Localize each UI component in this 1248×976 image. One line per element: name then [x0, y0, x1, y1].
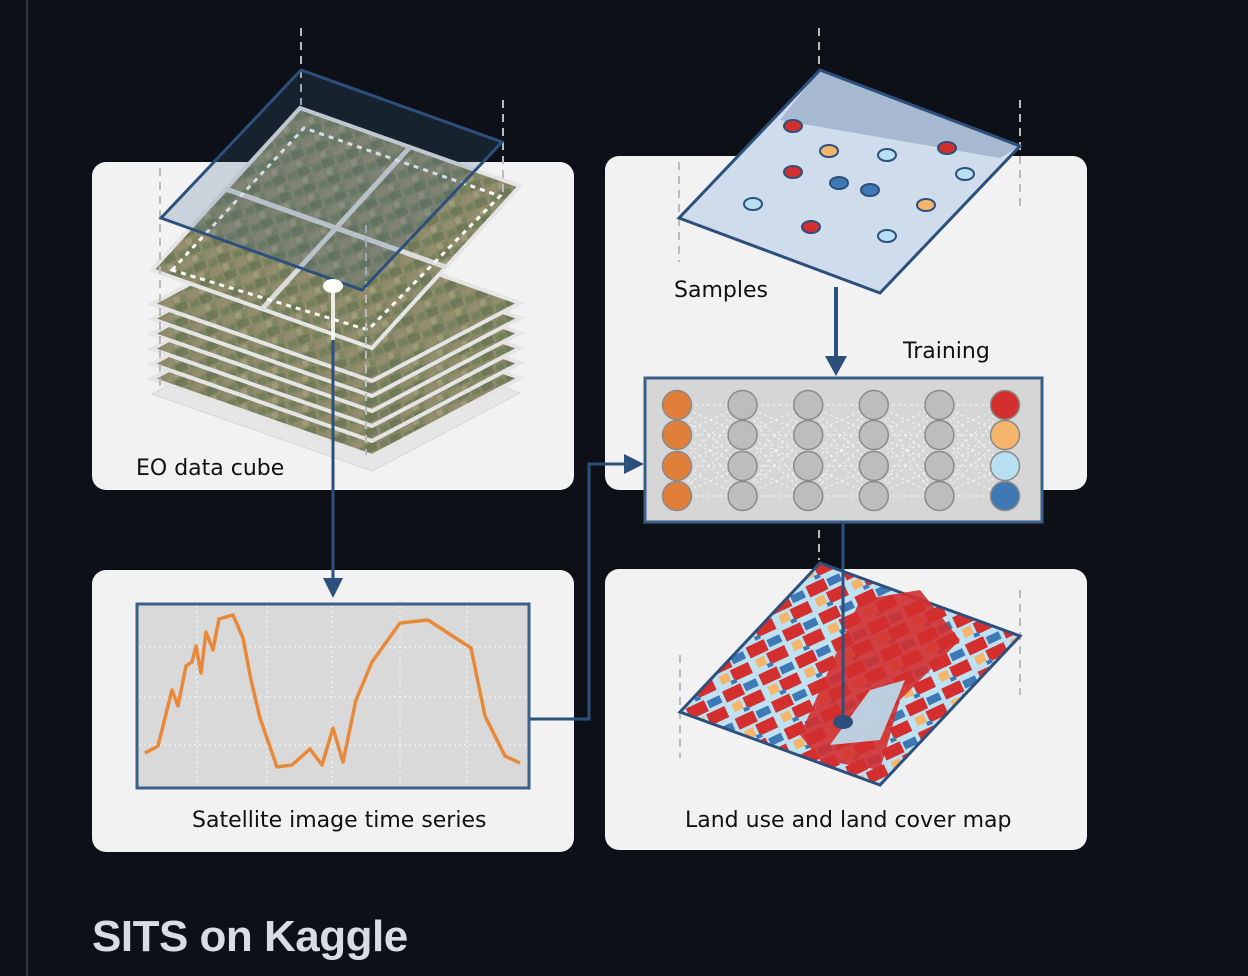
hidden-node	[858, 389, 890, 421]
series-arrowhead	[624, 454, 644, 474]
hidden-node	[858, 419, 890, 451]
time-series-frame	[135, 602, 531, 790]
sample-point	[819, 144, 839, 158]
network-edge	[873, 404, 940, 497]
section-heading: SITS on Kaggle	[92, 912, 408, 961]
hidden-node	[727, 419, 758, 451]
cube-arrowhead	[323, 578, 343, 598]
sample-point	[937, 141, 957, 155]
sample-point	[916, 198, 936, 212]
hidden-node	[924, 389, 955, 421]
input-node	[661, 480, 693, 512]
input-node	[661, 450, 693, 482]
hidden-node	[792, 419, 824, 451]
hidden-node	[727, 450, 758, 482]
sample-point	[783, 119, 803, 133]
hidden-node	[727, 389, 758, 421]
network-edge	[676, 404, 744, 497]
series-to-training-arrow	[530, 462, 626, 721]
sample-point	[783, 165, 803, 179]
network-edge	[938, 404, 1006, 497]
hidden-node	[792, 450, 824, 482]
network-nodes	[661, 389, 1021, 512]
sample-point	[877, 229, 897, 243]
sample-point	[801, 220, 821, 234]
network-edge	[742, 404, 809, 497]
sample-points	[743, 119, 975, 243]
sample-point	[955, 167, 975, 181]
samples-label: Samples	[674, 278, 768, 303]
time-series-grid	[139, 606, 527, 786]
network-edge	[807, 404, 875, 497]
network-box	[643, 376, 1044, 524]
samples-plane-shade	[780, 70, 1020, 158]
input-node	[661, 419, 693, 451]
sample-point	[877, 148, 897, 162]
hidden-node	[727, 480, 758, 512]
map-region	[830, 680, 905, 745]
hidden-node	[792, 389, 824, 421]
map-pixel-marker	[833, 715, 853, 729]
hidden-node	[924, 450, 955, 482]
output-class-node	[989, 480, 1021, 512]
samples-arrowhead	[825, 356, 847, 376]
sample-point	[860, 183, 880, 197]
time-series-line	[144, 613, 521, 769]
hidden-node	[792, 480, 824, 512]
eo-data-cube-label: EO data cube	[136, 456, 285, 481]
sample-point	[829, 176, 849, 190]
output-class-node	[989, 389, 1021, 421]
training-label: Training	[903, 339, 990, 364]
input-node	[661, 389, 693, 421]
output-class-node	[989, 419, 1021, 451]
hidden-node	[858, 480, 890, 512]
samples-plane	[676, 68, 1023, 295]
output-class-node	[989, 450, 1021, 482]
hidden-node	[924, 419, 955, 451]
hidden-node	[924, 480, 955, 512]
cube-selection-plane	[158, 68, 505, 292]
land-cover-map-label: Land use and land cover map	[685, 808, 1012, 833]
data-cube-stack	[147, 105, 525, 472]
sample-point	[743, 197, 763, 211]
time-series-label: Satellite image time series	[192, 808, 487, 833]
hidden-node	[858, 450, 890, 482]
page-left-rule	[26, 0, 28, 976]
pixel-marker	[323, 279, 343, 293]
